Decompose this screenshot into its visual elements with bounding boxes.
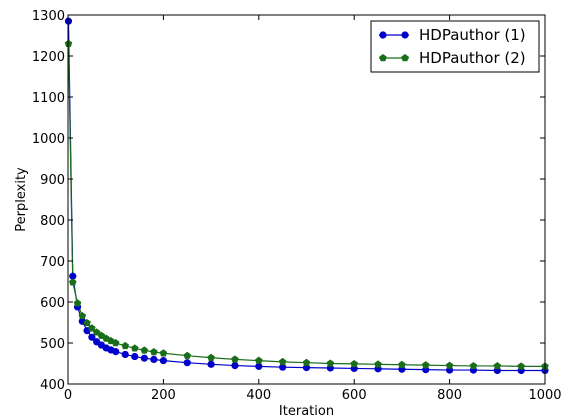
series-2-point [121, 341, 130, 350]
series-1-point [121, 350, 129, 359]
series-2-point [73, 299, 82, 307]
series-2-point [88, 324, 96, 332]
series-1-point [112, 348, 120, 356]
series-1-point [88, 333, 96, 341]
series-2-point [374, 360, 382, 368]
tick-labels: 0 200 400 600 800 1000 400 500 600 700 800 900 1000 1… [32, 9, 562, 403]
y-tick-label: 1000 [32, 132, 65, 147]
series-2-point [421, 361, 430, 369]
series-2-point [255, 356, 263, 364]
series-2-point [231, 355, 239, 363]
series-2-point [111, 339, 120, 347]
y-tick-label: 700 [40, 255, 65, 270]
y-tick-label: 600 [40, 296, 65, 311]
y-tick-label: 500 [40, 337, 65, 352]
series-2-point [278, 357, 287, 366]
x-tick-label: 400 [246, 388, 271, 403]
series-2-point [398, 360, 406, 368]
series-2-point [469, 361, 478, 370]
plot-markers [64, 17, 549, 375]
series-1-point [255, 362, 263, 370]
y-tick-label: 1300 [32, 9, 65, 24]
x-axis-label: Iteration [279, 404, 334, 417]
series-2-point [183, 351, 192, 359]
series-2-point [350, 359, 358, 368]
x-tick-label: 800 [437, 388, 462, 403]
series-2-point [517, 362, 525, 370]
y-tick-label: 1100 [32, 91, 65, 106]
plot-frame [67, 14, 546, 385]
series-1-point [131, 352, 139, 361]
x-tick-label: 1000 [528, 388, 561, 403]
series-2-point [207, 353, 215, 361]
legend-box [370, 20, 540, 73]
series-1-point [231, 361, 239, 370]
series-2-point [326, 359, 335, 367]
legend-label-1: HDPauthor (1) [419, 26, 526, 44]
series-1-point [159, 357, 167, 365]
legend-marker-2 [379, 54, 387, 62]
series-1-point [207, 360, 215, 368]
series-2-point [92, 328, 101, 336]
y-tick-label: 800 [40, 214, 65, 229]
y-tick-label: 900 [40, 173, 65, 188]
x-tick-label: 600 [342, 388, 367, 403]
series-2-point [83, 318, 91, 327]
series-1-point [140, 354, 148, 362]
legend-marker-2 [401, 54, 409, 62]
series-2-point [150, 348, 158, 356]
series-2-point [78, 311, 87, 320]
y-axis-label: Perplexity [14, 167, 29, 232]
legend-label-2: HDPauthor (2) [419, 49, 526, 67]
legend: HDPauthor (1) HDPauthor (2) [370, 20, 540, 73]
series-2-point [159, 349, 168, 357]
series-2-point [131, 344, 139, 352]
legend-marker-1 [401, 31, 409, 39]
series-2-point [445, 361, 454, 369]
y-tick-label: 1200 [32, 50, 65, 65]
y-tick-label: 400 [40, 378, 65, 393]
series-2-point [302, 358, 311, 366]
series-2-point [68, 278, 77, 286]
series-2-point [493, 361, 502, 370]
x-tick-label: 200 [151, 388, 176, 403]
series-2-point [140, 346, 149, 354]
legend-marker-1 [379, 31, 387, 39]
series-1-point [150, 355, 158, 364]
x-tick-label: 0 [64, 388, 72, 403]
series-1-point [183, 359, 191, 367]
